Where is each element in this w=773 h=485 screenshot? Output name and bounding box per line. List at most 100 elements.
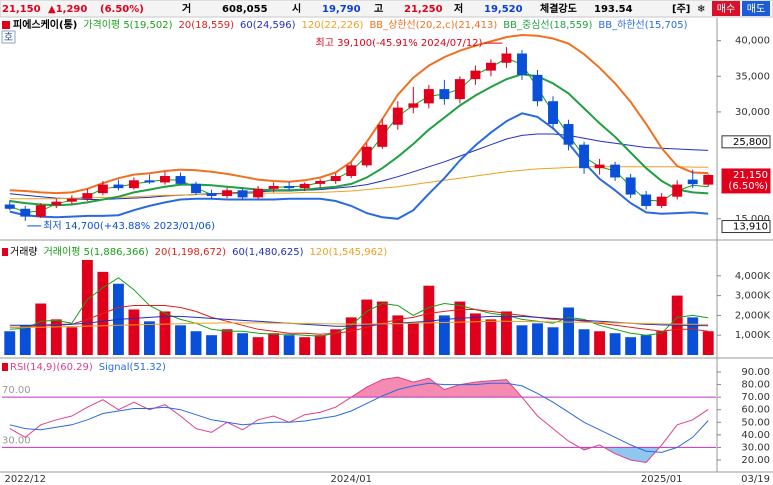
candle-body [175, 176, 186, 184]
y-tick-label: 2,000K [735, 310, 771, 321]
y-tick-label: 60.00 [741, 405, 770, 416]
y-tick-label: 15,000 [735, 214, 770, 225]
candle-body [610, 164, 621, 178]
price-label: 13,910 [733, 222, 768, 233]
header-item: ❄ [697, 4, 705, 15]
volume-bar [438, 315, 450, 355]
series-line [9, 112, 709, 220]
volume-bar [144, 321, 155, 355]
volume-bar [35, 303, 47, 355]
series-line [9, 166, 709, 200]
y-tick-label: 70.00 [741, 392, 770, 403]
header-item: 19,520 [484, 4, 523, 15]
candle-body [268, 186, 279, 189]
header-item: 시 [292, 3, 301, 15]
volume-bar [501, 311, 512, 355]
trade-button-label: 매도 [747, 3, 765, 15]
candle-body [330, 176, 341, 182]
candle-body [579, 144, 590, 169]
volume-bar [268, 333, 280, 355]
candle-body [253, 188, 264, 198]
candle-body [66, 198, 77, 202]
candle-body [501, 53, 512, 63]
volume-bar [485, 319, 497, 355]
price-label: 25,800 [733, 137, 768, 148]
trade-button[interactable] [742, 1, 770, 16]
volume-bar [283, 335, 295, 355]
series-line [9, 33, 709, 195]
header-item: 고 [374, 3, 383, 15]
series-line [9, 57, 709, 213]
candle-body [548, 101, 558, 125]
legend-entry: 60(1,480,625) [232, 247, 304, 258]
series-line [9, 315, 709, 327]
y-tick-label: 4,000K [735, 271, 771, 282]
volume-bar [128, 309, 140, 355]
y-tick-label: 30,000 [735, 107, 770, 118]
y-tick-label: 1,000K [735, 330, 771, 341]
legend-entry: BB_상한선(20,2,c)(21,413) [369, 19, 497, 31]
candle-body [517, 53, 527, 75]
level-label: 30.00 [2, 435, 31, 446]
legend-title: 거래량 [10, 246, 38, 258]
candle-body [594, 164, 605, 169]
volume-bar [252, 337, 264, 355]
volume-bar [640, 335, 652, 355]
legend-icon [2, 363, 8, 371]
header-item: 저 [454, 2, 463, 15]
volume-bar [532, 323, 543, 355]
series-line [9, 320, 709, 328]
volume-bar [687, 317, 699, 355]
candle-body [191, 183, 201, 194]
header-item: 19,790 [322, 4, 361, 15]
y-tick-label: 20.00 [741, 455, 770, 466]
header-item: 21,250 [404, 4, 443, 15]
candle-body [703, 174, 714, 185]
y-tick-label: 30.00 [741, 442, 770, 453]
legend-entry: BB_하한선(15,705) [598, 18, 687, 31]
x-tick-label: 2025/01 [641, 474, 683, 485]
volume-bar [625, 337, 637, 355]
price-label: 21,150 [733, 170, 768, 181]
volume-bar [345, 317, 357, 355]
price-label-box [721, 220, 771, 234]
candle-body [113, 184, 124, 189]
y-tick-label: 90.00 [741, 367, 770, 378]
legend-title: 피에스케이(통) [13, 18, 77, 31]
candle-body [392, 107, 403, 125]
legend-icon [2, 248, 8, 256]
annotation: 최고 39,100(-45.91% 2024/07/12) [316, 37, 483, 49]
trade-button[interactable] [712, 1, 740, 16]
candle-body [346, 165, 357, 177]
candle-body [408, 103, 419, 108]
x-tick-label: 2024/01 [330, 474, 372, 485]
level-label: 70.00 [2, 385, 31, 396]
candle-body [672, 184, 683, 197]
header-item: (6.50%) [100, 4, 144, 15]
volume-bar [190, 331, 202, 355]
volume-bar [702, 331, 714, 355]
legend-entry: 60(24,596) [240, 20, 296, 31]
header-item: 거 [182, 2, 191, 15]
badge-box [1, 30, 16, 44]
candle-body [641, 194, 652, 206]
volume-bar [19, 325, 31, 355]
legend-entry: RSI(14,9)(60.29) [10, 362, 93, 373]
legend-entry: 20(18,559) [178, 20, 234, 31]
candle-body [361, 146, 372, 166]
candle-body [82, 193, 93, 199]
annotation: 최저 14,700(+43.88% 2023/01/06) [43, 220, 215, 232]
volume-bar [516, 325, 528, 355]
candle-body [470, 70, 481, 80]
header-item: ▲1,290 [48, 4, 87, 15]
y-tick-label: 35,000 [735, 71, 770, 82]
candle-body [532, 74, 543, 102]
candle-body [315, 181, 326, 184]
header-item: 608,055 [222, 4, 268, 15]
volume-bar [206, 335, 217, 355]
volume-bar [330, 329, 342, 355]
candle-body [4, 204, 15, 209]
candle-body [51, 201, 62, 206]
header-item: 193.54 [594, 4, 633, 15]
